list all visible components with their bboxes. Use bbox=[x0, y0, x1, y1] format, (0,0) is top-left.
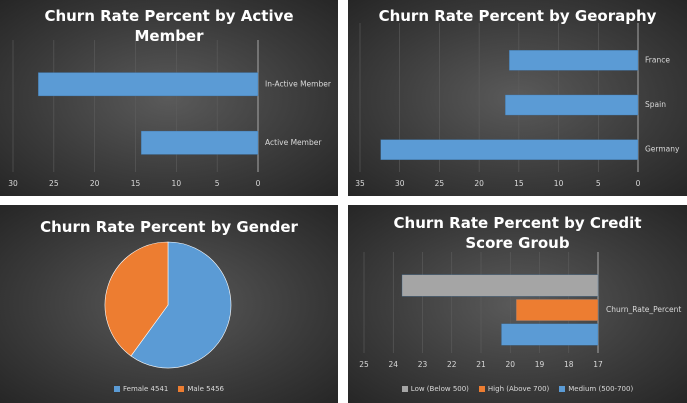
category-label: Spain bbox=[645, 100, 666, 109]
x-tick-label: 30 bbox=[395, 179, 405, 188]
x-tick-label: 10 bbox=[554, 179, 564, 188]
legend-swatch bbox=[114, 386, 120, 392]
x-tick-label: 0 bbox=[256, 179, 261, 188]
x-tick-label: 30 bbox=[8, 179, 18, 188]
panel: 25 24 23 22 21 20 19 18 17 Churn_Rate_Percent Chu… bbox=[348, 205, 687, 403]
category-label: Churn_Rate_Percent bbox=[606, 305, 681, 314]
x-tick-label: 20 bbox=[90, 179, 100, 188]
legend-label: High (Above 700) bbox=[487, 385, 550, 393]
legend-swatch bbox=[478, 386, 485, 392]
x-tick-label: 15 bbox=[131, 179, 141, 188]
legend-swatch bbox=[401, 386, 408, 392]
x-tick-label: 22 bbox=[447, 360, 457, 369]
chart: 35 30 25 20 15 10 5 0 France Spain Germany bbox=[355, 23, 680, 188]
bar bbox=[401, 274, 599, 297]
category-label: Germany bbox=[645, 145, 680, 154]
legend-swatch bbox=[178, 386, 185, 392]
x-tick-label: 5 bbox=[596, 179, 601, 188]
legend-label: Medium (500-700) bbox=[568, 385, 634, 393]
x-tick-label: 0 bbox=[636, 179, 641, 188]
bar bbox=[380, 139, 639, 160]
chart-title: Churn Rate Percent by Credit Score Groub bbox=[393, 214, 642, 252]
legend-label: Male 5456 bbox=[187, 385, 224, 393]
legend-item: High (Above 700) bbox=[478, 385, 550, 393]
bar bbox=[501, 323, 599, 346]
x-tick-label: 18 bbox=[564, 360, 574, 369]
bar bbox=[505, 94, 639, 116]
x-tick-label: 15 bbox=[514, 179, 524, 188]
x-tick-label: 25 bbox=[359, 360, 369, 369]
legend: Low (Below 500) High (Above 700) Medium (5… bbox=[348, 385, 687, 393]
chart bbox=[104, 241, 232, 369]
chart-title: Churn Rate Percent by Gender bbox=[40, 218, 298, 236]
chart-title: Churn Rate Percent by Active Member bbox=[44, 7, 294, 45]
chart-title: Churn Rate Percent by Georaphy bbox=[378, 7, 657, 25]
bar bbox=[515, 299, 599, 321]
x-tick-label: 19 bbox=[535, 360, 545, 369]
x-tick-label: 5 bbox=[215, 179, 220, 188]
x-tick-label: 20 bbox=[505, 360, 515, 369]
chart: 30 25 20 15 10 5 0 In-Active Member Active Membe… bbox=[8, 40, 332, 188]
x-tick-label: 25 bbox=[49, 179, 59, 188]
pie-slice bbox=[104, 241, 169, 357]
x-tick-label: 35 bbox=[355, 179, 365, 188]
chart: 25 24 23 22 21 20 19 18 17 Churn_Rate_Percent bbox=[359, 252, 681, 369]
category-label: Active Member bbox=[265, 138, 322, 147]
bar bbox=[509, 50, 639, 71]
bar bbox=[38, 72, 259, 97]
legend-swatch bbox=[559, 386, 566, 392]
pie-slice bbox=[130, 241, 232, 369]
x-tick-label: 24 bbox=[388, 360, 398, 369]
category-label: France bbox=[645, 55, 670, 64]
legend-item: Medium (500-700) bbox=[559, 385, 633, 393]
legend: Female 4541 Male 5456 bbox=[0, 385, 338, 393]
bar bbox=[141, 130, 259, 155]
x-tick-label: 21 bbox=[476, 360, 486, 369]
x-tick-label: 17 bbox=[593, 360, 603, 369]
legend-label: Female 4541 bbox=[123, 385, 169, 393]
legend-item: Female 4541 bbox=[114, 385, 168, 393]
panel: 35 30 25 20 15 10 5 0 France Spain Germany Churn R… bbox=[348, 0, 687, 196]
x-tick-label: 10 bbox=[172, 179, 182, 188]
category-label: In-Active Member bbox=[265, 79, 332, 88]
panel: Churn Rate Percent by Gender Female 4541… bbox=[0, 205, 338, 403]
panel: 30 25 20 15 10 5 0 In-Active Member Active Membe… bbox=[0, 0, 338, 196]
legend-label: Low (Below 500) bbox=[410, 385, 469, 393]
legend-item: Male 5456 bbox=[178, 385, 224, 393]
x-tick-label: 23 bbox=[418, 360, 428, 369]
x-tick-label: 20 bbox=[474, 179, 484, 188]
x-tick-label: 25 bbox=[435, 179, 445, 188]
legend-item: Low (Below 500) bbox=[401, 385, 469, 393]
